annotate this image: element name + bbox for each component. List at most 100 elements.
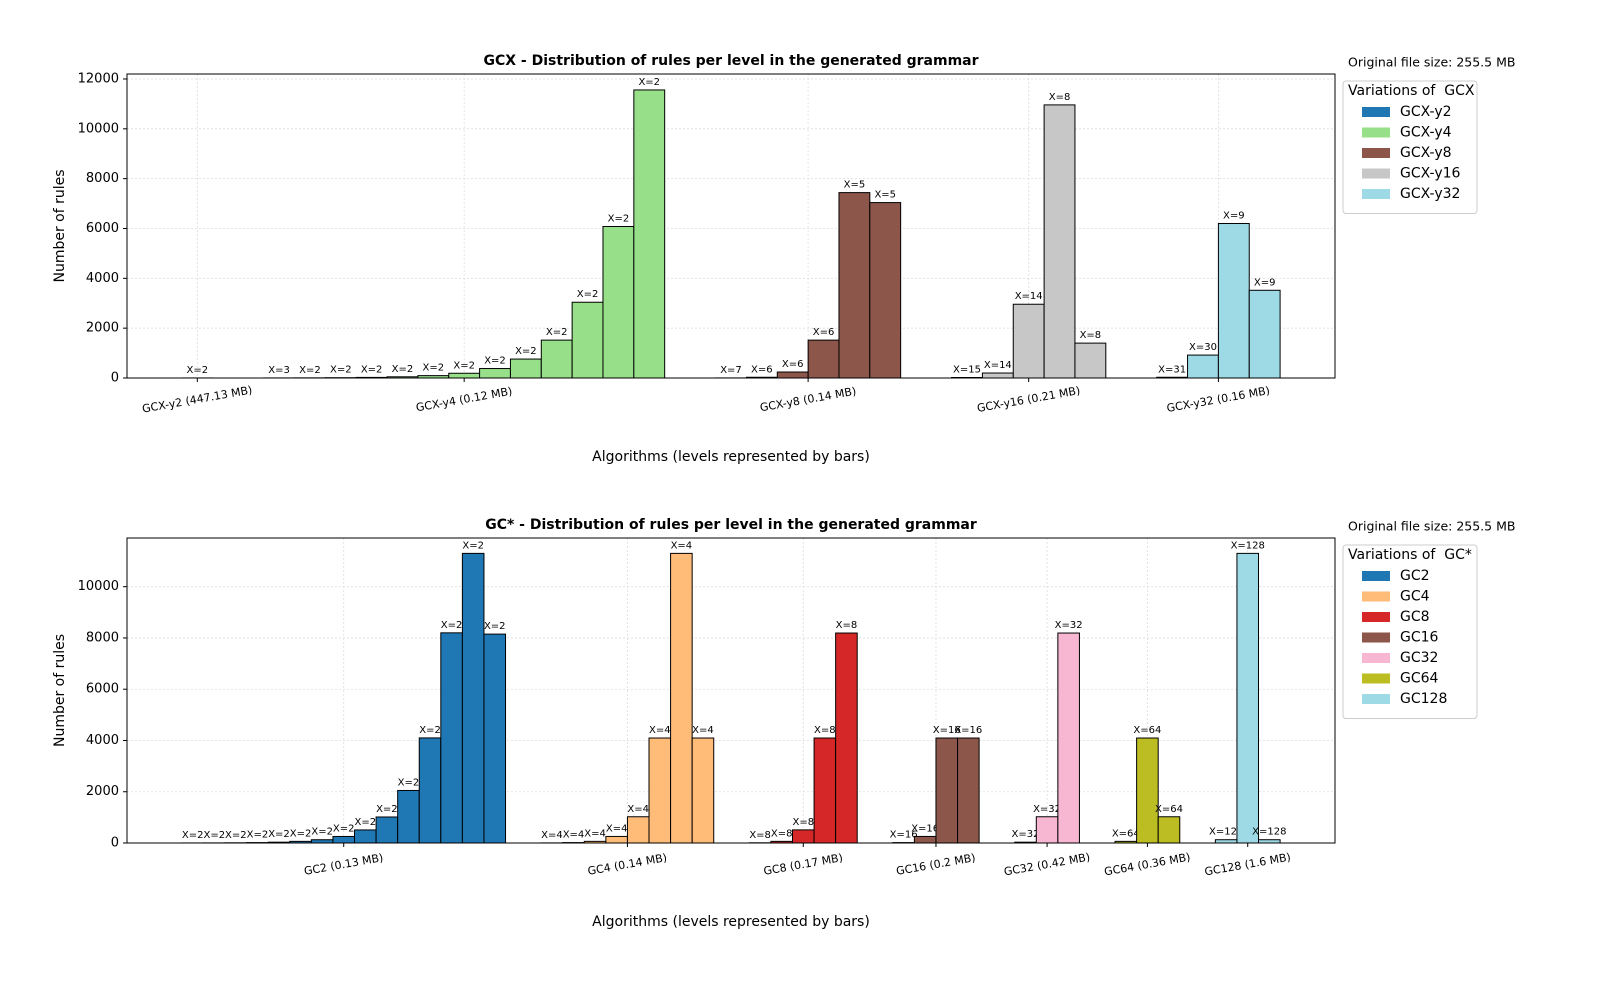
bar — [397, 789, 420, 844]
bar-label: X=2 — [441, 620, 463, 631]
bar — [807, 339, 840, 379]
bar-label: X=8 — [836, 620, 858, 631]
bar-label: X=8 — [771, 828, 793, 839]
bar — [571, 301, 604, 379]
bar-label: X=2 — [361, 364, 383, 375]
bar — [935, 737, 959, 844]
bar-label: X=2 — [311, 827, 333, 838]
bar — [418, 737, 442, 844]
y-axis-label: Number of rules — [52, 169, 68, 282]
bar — [605, 835, 628, 844]
bar — [1012, 303, 1045, 379]
bar-label: X=2 — [392, 364, 414, 375]
legend-swatch — [1362, 632, 1390, 643]
bar — [1217, 223, 1250, 379]
y-tick-label: 6000 — [86, 682, 119, 697]
bar-label: X=8 — [1080, 330, 1102, 341]
y-tick-label: 10000 — [78, 579, 119, 594]
bar — [981, 372, 1014, 379]
y-tick-label: 4000 — [86, 271, 119, 286]
bar — [913, 835, 937, 844]
bar-label: X=30 — [1189, 342, 1217, 353]
bar-label: X=8 — [749, 830, 771, 841]
x-axis-label: Algorithms (levels represented by bars) — [592, 449, 870, 465]
bar — [1248, 289, 1281, 379]
bar-label: X=4 — [671, 540, 693, 551]
bar-label: X=4 — [649, 725, 671, 736]
y-tick-label: 2000 — [86, 321, 119, 336]
bar-label: X=2 — [376, 804, 398, 815]
bar-label: X=16 — [954, 725, 982, 736]
bar — [332, 835, 356, 844]
bar — [813, 737, 837, 844]
bar-label: X=4 — [541, 830, 563, 841]
bar-label: X=2 — [225, 830, 247, 841]
bar — [461, 552, 485, 844]
bar — [479, 368, 511, 379]
legend-swatch — [1362, 571, 1390, 581]
file-size-note: Original file size: 255.5 MB — [1348, 519, 1515, 534]
bar-label: X=6 — [813, 327, 835, 338]
legend-label: GCX-y8 — [1400, 145, 1452, 161]
bar-label: X=9 — [1223, 211, 1245, 222]
bar — [957, 737, 980, 844]
legend-label: GC4 — [1400, 589, 1430, 605]
bar — [354, 829, 377, 844]
legend-label: GCX-y2 — [1400, 104, 1452, 120]
bar — [869, 202, 902, 379]
bar-label: X=2 — [638, 77, 660, 88]
bar — [602, 225, 635, 379]
bar-label: X=2 — [333, 823, 355, 834]
bar — [1035, 816, 1059, 844]
legend-label: GC2 — [1400, 568, 1430, 584]
bar — [1187, 354, 1219, 379]
legend-label: GCX-y4 — [1400, 125, 1452, 141]
legend-swatch — [1362, 107, 1390, 117]
legend-label: GC128 — [1400, 691, 1447, 707]
legend-swatch — [1362, 148, 1390, 158]
y-tick-label: 8000 — [86, 630, 119, 645]
bar — [1157, 816, 1181, 844]
bar — [691, 737, 715, 844]
bar-label: X=2 — [187, 365, 209, 376]
bar — [448, 372, 481, 379]
bar — [483, 633, 507, 844]
bar-label: X=6 — [782, 359, 804, 370]
bar — [776, 371, 809, 379]
y-tick-label: 8000 — [86, 171, 119, 186]
bar-label: X=2 — [453, 360, 475, 371]
legend-label: GC16 — [1400, 630, 1439, 646]
bar-label: X=14 — [984, 360, 1012, 371]
bar-label: X=2 — [355, 817, 377, 828]
bar — [540, 339, 573, 379]
bar-label: X=64 — [1112, 828, 1140, 839]
bar-label: X=8 — [1049, 92, 1071, 103]
bar — [375, 816, 399, 844]
bar-label: X=2 — [398, 777, 420, 788]
bar-label: X=2 — [423, 363, 445, 374]
bar-label: X=3 — [268, 365, 290, 376]
y-tick-label: 0 — [111, 371, 119, 386]
chart-title: GC* - Distribution of rules per level in… — [485, 517, 977, 533]
y-tick-label: 0 — [111, 836, 119, 851]
legend-swatch — [1362, 591, 1390, 602]
bar-label: X=8 — [792, 817, 814, 828]
legend-swatch — [1362, 612, 1390, 622]
bar-label: X=2 — [299, 365, 321, 376]
bar-label: X=2 — [203, 830, 225, 841]
y-tick-label: 2000 — [86, 784, 119, 799]
bar — [1236, 552, 1260, 844]
bar — [670, 552, 693, 844]
bar-label: X=4 — [627, 804, 649, 815]
bar-label: X=128 — [1252, 827, 1286, 838]
bar — [626, 816, 650, 844]
bar-label: X=2 — [515, 346, 537, 357]
y-tick-label: 12000 — [78, 71, 119, 86]
bar-label: X=2 — [290, 828, 312, 839]
plot-frame — [126, 73, 1336, 379]
bar — [633, 89, 666, 379]
bar-label: X=2 — [330, 365, 352, 376]
bar-label: X=128 — [1231, 540, 1265, 551]
legend-swatch — [1362, 653, 1390, 663]
bar-label: X=5 — [844, 180, 866, 191]
